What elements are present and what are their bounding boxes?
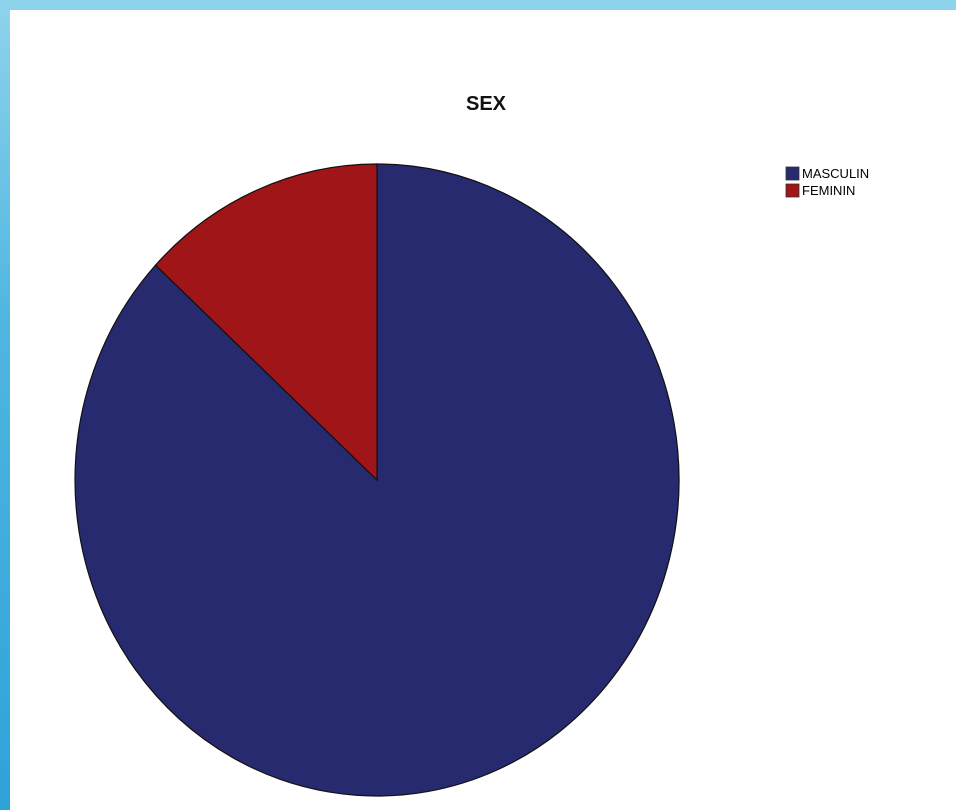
pie-slices: [74, 163, 680, 797]
legend-label-feminin: FEMININ: [802, 183, 855, 198]
legend-swatch-masculin: [785, 166, 800, 181]
legend-swatch-feminin: [785, 183, 800, 198]
pie-slice-feminin: [154, 163, 378, 482]
pie-chart: SEX MASCULIN FEMININ: [74, 93, 869, 797]
legend: MASCULIN FEMININ: [785, 166, 869, 198]
chart-frame: SEX MASCULIN FEMININ: [10, 10, 956, 810]
chart-title: SEX: [466, 93, 507, 115]
legend-label-masculin: MASCULIN: [802, 166, 869, 181]
